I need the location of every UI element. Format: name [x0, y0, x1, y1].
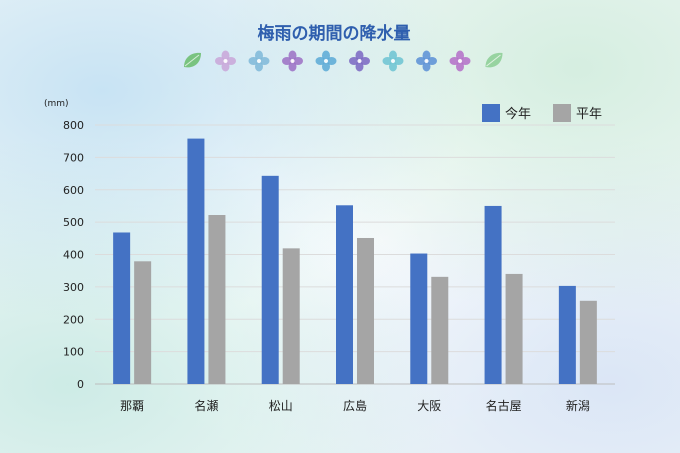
- hydrangea-flower-icon: [248, 50, 270, 72]
- y-axis-ticks: 0 100 200 300 400 500 600 700 800: [63, 119, 84, 391]
- bar-normal-year: [208, 215, 226, 384]
- hydrangea-flower-icon: [315, 50, 337, 72]
- legend-label: 今年: [505, 106, 531, 122]
- hydrangea-flower-icon: [416, 50, 437, 72]
- bar-this-year: [484, 205, 502, 384]
- y-tick-label: 800: [63, 119, 84, 132]
- legend-swatch: [553, 104, 571, 122]
- legend: 今年 平年: [482, 104, 602, 122]
- bar-normal-year: [431, 276, 449, 384]
- bars: [113, 138, 597, 384]
- decoration-row: [184, 50, 503, 72]
- hydrangea-flower-icon: [349, 50, 370, 72]
- bar-this-year: [187, 138, 205, 384]
- hydrangea-flower-icon: [449, 50, 471, 72]
- legend-swatch: [482, 104, 500, 122]
- x-tick-label: 大阪: [417, 399, 441, 413]
- legend-label: 平年: [576, 107, 602, 122]
- x-axis-labels: 那覇 名瀬 松山 広島 大阪 名古屋 新潟: [120, 398, 590, 413]
- bar-this-year: [558, 285, 576, 384]
- leaf-icon: [485, 52, 503, 68]
- gridlines: [95, 124, 615, 385]
- bar-normal-year: [134, 261, 152, 384]
- bar-this-year: [113, 232, 131, 384]
- leaf-icon: [184, 52, 201, 68]
- y-tick-label: 100: [63, 346, 84, 359]
- hydrangea-flower-icon: [215, 50, 236, 72]
- bar-normal-year: [282, 248, 300, 384]
- bar-this-year: [261, 175, 279, 384]
- y-tick-label: 500: [63, 216, 84, 229]
- y-tick-label: 0: [77, 378, 84, 391]
- y-tick-label: 600: [63, 184, 84, 197]
- bar-normal-year: [505, 273, 523, 384]
- x-tick-label: 名古屋: [486, 398, 522, 413]
- bar-this-year: [336, 205, 353, 384]
- y-tick-label: 700: [63, 151, 84, 164]
- bar-normal-year: [579, 300, 597, 384]
- x-tick-label: 松山: [269, 399, 293, 413]
- y-axis-unit: (mm): [44, 99, 69, 109]
- x-tick-label: 那覇: [120, 399, 144, 413]
- x-tick-label: 名瀬: [194, 398, 218, 413]
- x-tick-label: 広島: [343, 398, 367, 413]
- y-tick-label: 200: [63, 313, 84, 326]
- y-tick-label: 400: [63, 249, 84, 262]
- bar-normal-year: [357, 237, 374, 384]
- chart-title: 梅雨の期間の降水量: [258, 23, 411, 44]
- bar-this-year: [410, 253, 428, 384]
- hydrangea-flower-icon: [382, 50, 404, 72]
- y-tick-label: 300: [63, 281, 84, 294]
- hydrangea-flower-icon: [282, 50, 303, 72]
- x-tick-label: 新潟: [566, 398, 590, 413]
